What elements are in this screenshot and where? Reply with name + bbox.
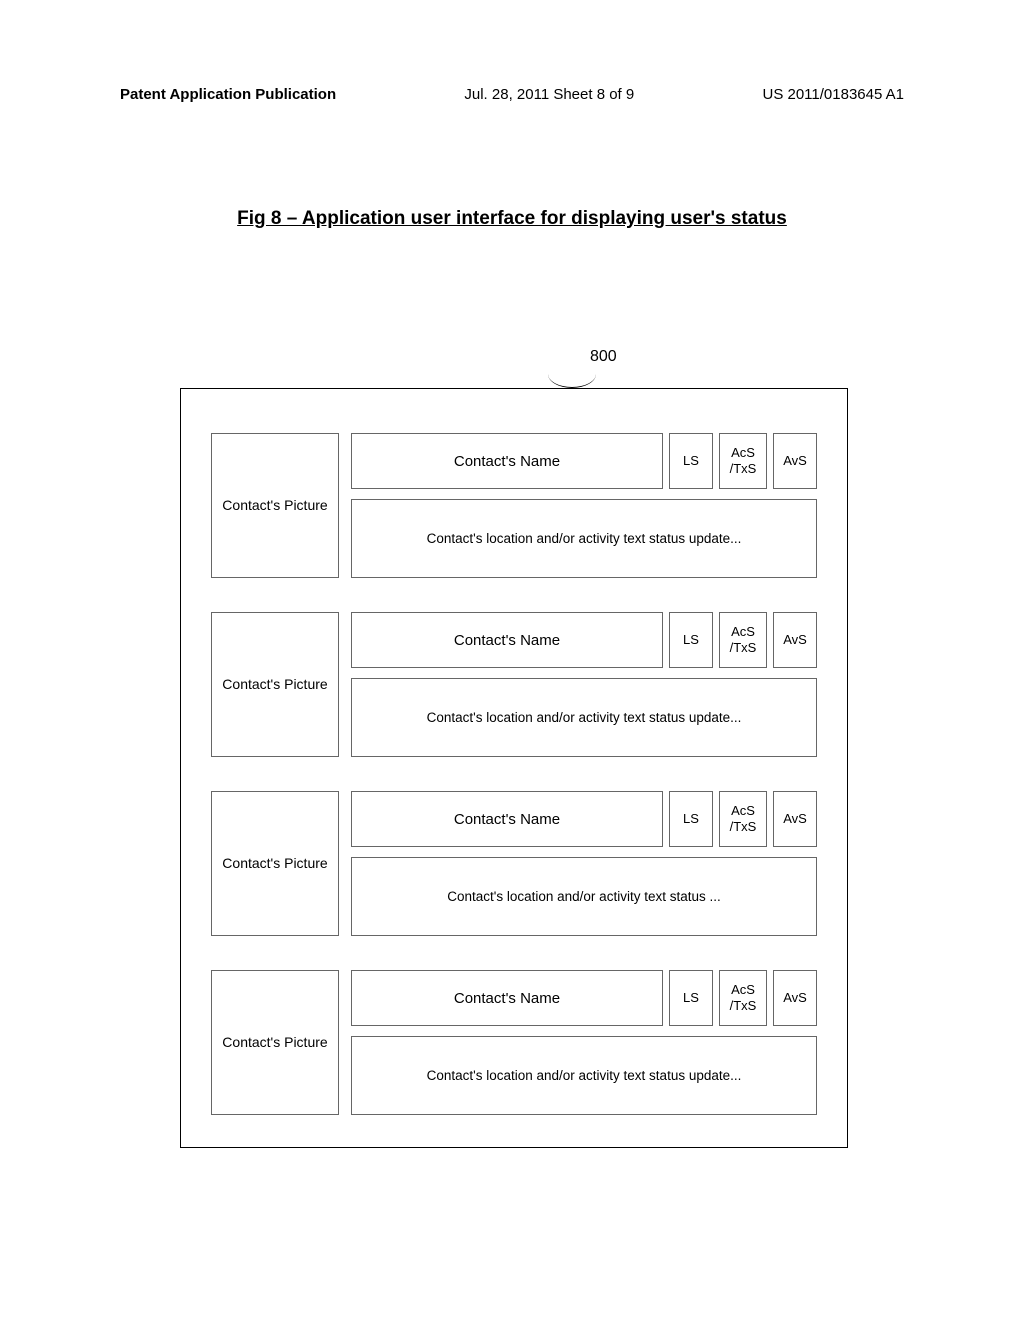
contact-name: Contact's Name <box>351 970 663 1026</box>
ls-indicator: LS <box>669 612 713 668</box>
name-row: Contact's Name LS AcS /TxS AvS <box>351 612 817 668</box>
header-right: US 2011/0183645 A1 <box>762 86 904 103</box>
header-center: Jul. 28, 2011 Sheet 8 of 9 <box>464 86 634 103</box>
contact-picture: Contact's Picture <box>211 791 339 936</box>
contact-details: Contact's Name LS AcS /TxS AvS Contact's… <box>351 970 817 1115</box>
status-text: Contact's location and/or activity text … <box>351 678 817 757</box>
contact-row: Contact's Picture Contact's Name LS AcS … <box>211 433 817 578</box>
ls-indicator: LS <box>669 791 713 847</box>
status-text: Contact's location and/or activity text … <box>351 857 817 936</box>
contact-name: Contact's Name <box>351 612 663 668</box>
acs-indicator: AcS /TxS <box>719 433 767 489</box>
page-header: Patent Application Publication Jul. 28, … <box>0 86 1024 103</box>
acs-indicator: AcS /TxS <box>719 791 767 847</box>
status-text: Contact's location and/or activity text … <box>351 1036 817 1115</box>
acs-indicator: AcS /TxS <box>719 612 767 668</box>
contact-name: Contact's Name <box>351 791 663 847</box>
contact-row: Contact's Picture Contact's Name LS AcS … <box>211 612 817 757</box>
status-text: Contact's location and/or activity text … <box>351 499 817 578</box>
contact-picture: Contact's Picture <box>211 433 339 578</box>
ui-frame: Contact's Picture Contact's Name LS AcS … <box>180 388 848 1148</box>
ls-indicator: LS <box>669 970 713 1026</box>
avs-indicator: AvS <box>773 433 817 489</box>
figure-title: Fig 8 – Application user interface for d… <box>0 208 1024 230</box>
avs-indicator: AvS <box>773 612 817 668</box>
contact-picture: Contact's Picture <box>211 970 339 1115</box>
name-row: Contact's Name LS AcS /TxS AvS <box>351 433 817 489</box>
callout-arc <box>548 360 596 388</box>
contact-name: Contact's Name <box>351 433 663 489</box>
ls-indicator: LS <box>669 433 713 489</box>
acs-indicator: AcS /TxS <box>719 970 767 1026</box>
avs-indicator: AvS <box>773 970 817 1026</box>
contact-row: Contact's Picture Contact's Name LS AcS … <box>211 970 817 1115</box>
avs-indicator: AvS <box>773 791 817 847</box>
contact-details: Contact's Name LS AcS /TxS AvS Contact's… <box>351 791 817 936</box>
name-row: Contact's Name LS AcS /TxS AvS <box>351 791 817 847</box>
header-left: Patent Application Publication <box>120 86 336 103</box>
contact-picture: Contact's Picture <box>211 612 339 757</box>
contact-details: Contact's Name LS AcS /TxS AvS Contact's… <box>351 612 817 757</box>
name-row: Contact's Name LS AcS /TxS AvS <box>351 970 817 1026</box>
contact-row: Contact's Picture Contact's Name LS AcS … <box>211 791 817 936</box>
contact-details: Contact's Name LS AcS /TxS AvS Contact's… <box>351 433 817 578</box>
